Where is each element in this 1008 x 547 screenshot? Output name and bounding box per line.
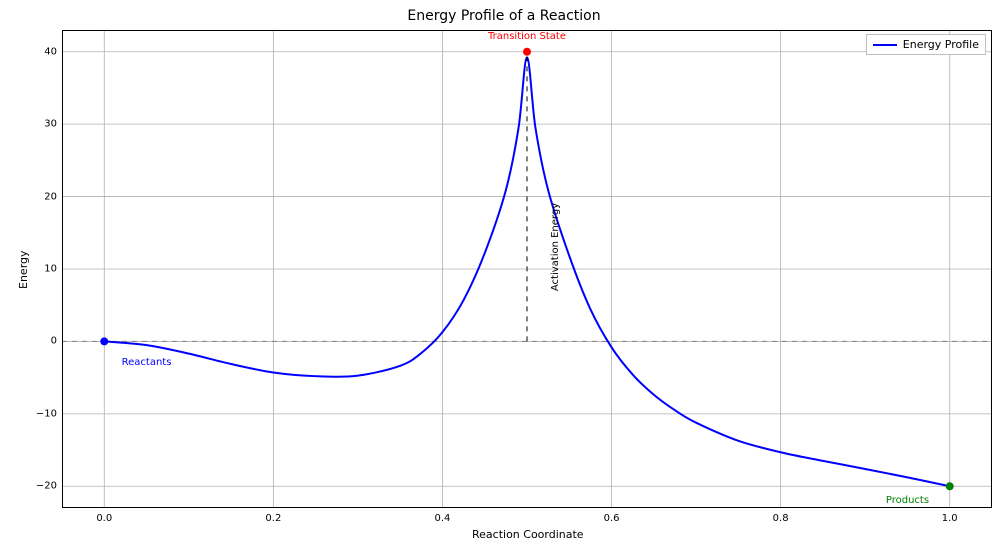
x-tick-label: 0.2 [265,513,281,524]
annotation-transition: Transition State [488,31,566,42]
annotation-products: Products [886,495,929,506]
marker-point [946,482,954,490]
y-tick-label: 30 [32,119,57,130]
marker-point [523,48,531,56]
y-tick-label: 40 [32,46,57,57]
legend: Energy Profile [866,34,986,55]
y-tick-label: 10 [32,264,57,275]
y-tick-label: 20 [32,191,57,202]
x-tick-label: 1.0 [942,513,958,524]
axis-spine-left [62,30,63,508]
annotation-reactants: Reactants [122,357,172,368]
chart-container: Energy Profile of a Reaction Energy Prof… [0,0,1008,547]
legend-label: Energy Profile [903,38,979,51]
x-tick-label: 0.6 [604,513,620,524]
annotation-activation: Activation Energy [550,202,561,290]
x-tick-label: 0.4 [435,513,451,524]
y-tick-label: −10 [32,408,57,419]
y-tick-label: −20 [32,481,57,492]
marker-point [100,337,108,345]
curve-layer [62,30,992,508]
x-tick-label: 0.0 [96,513,112,524]
chart-title: Energy Profile of a Reaction [0,8,1008,24]
axis-spine-right [991,30,992,508]
y-axis-label: Energy [17,250,30,289]
energy-profile-line [104,58,949,487]
legend-line [873,44,897,46]
axis-spine-bottom [62,507,992,508]
y-tick-label: 0 [32,336,57,347]
x-axis-label: Reaction Coordinate [472,528,584,541]
x-tick-label: 0.8 [773,513,789,524]
plot-area: Energy Profile Reactants Transition State… [62,30,992,508]
